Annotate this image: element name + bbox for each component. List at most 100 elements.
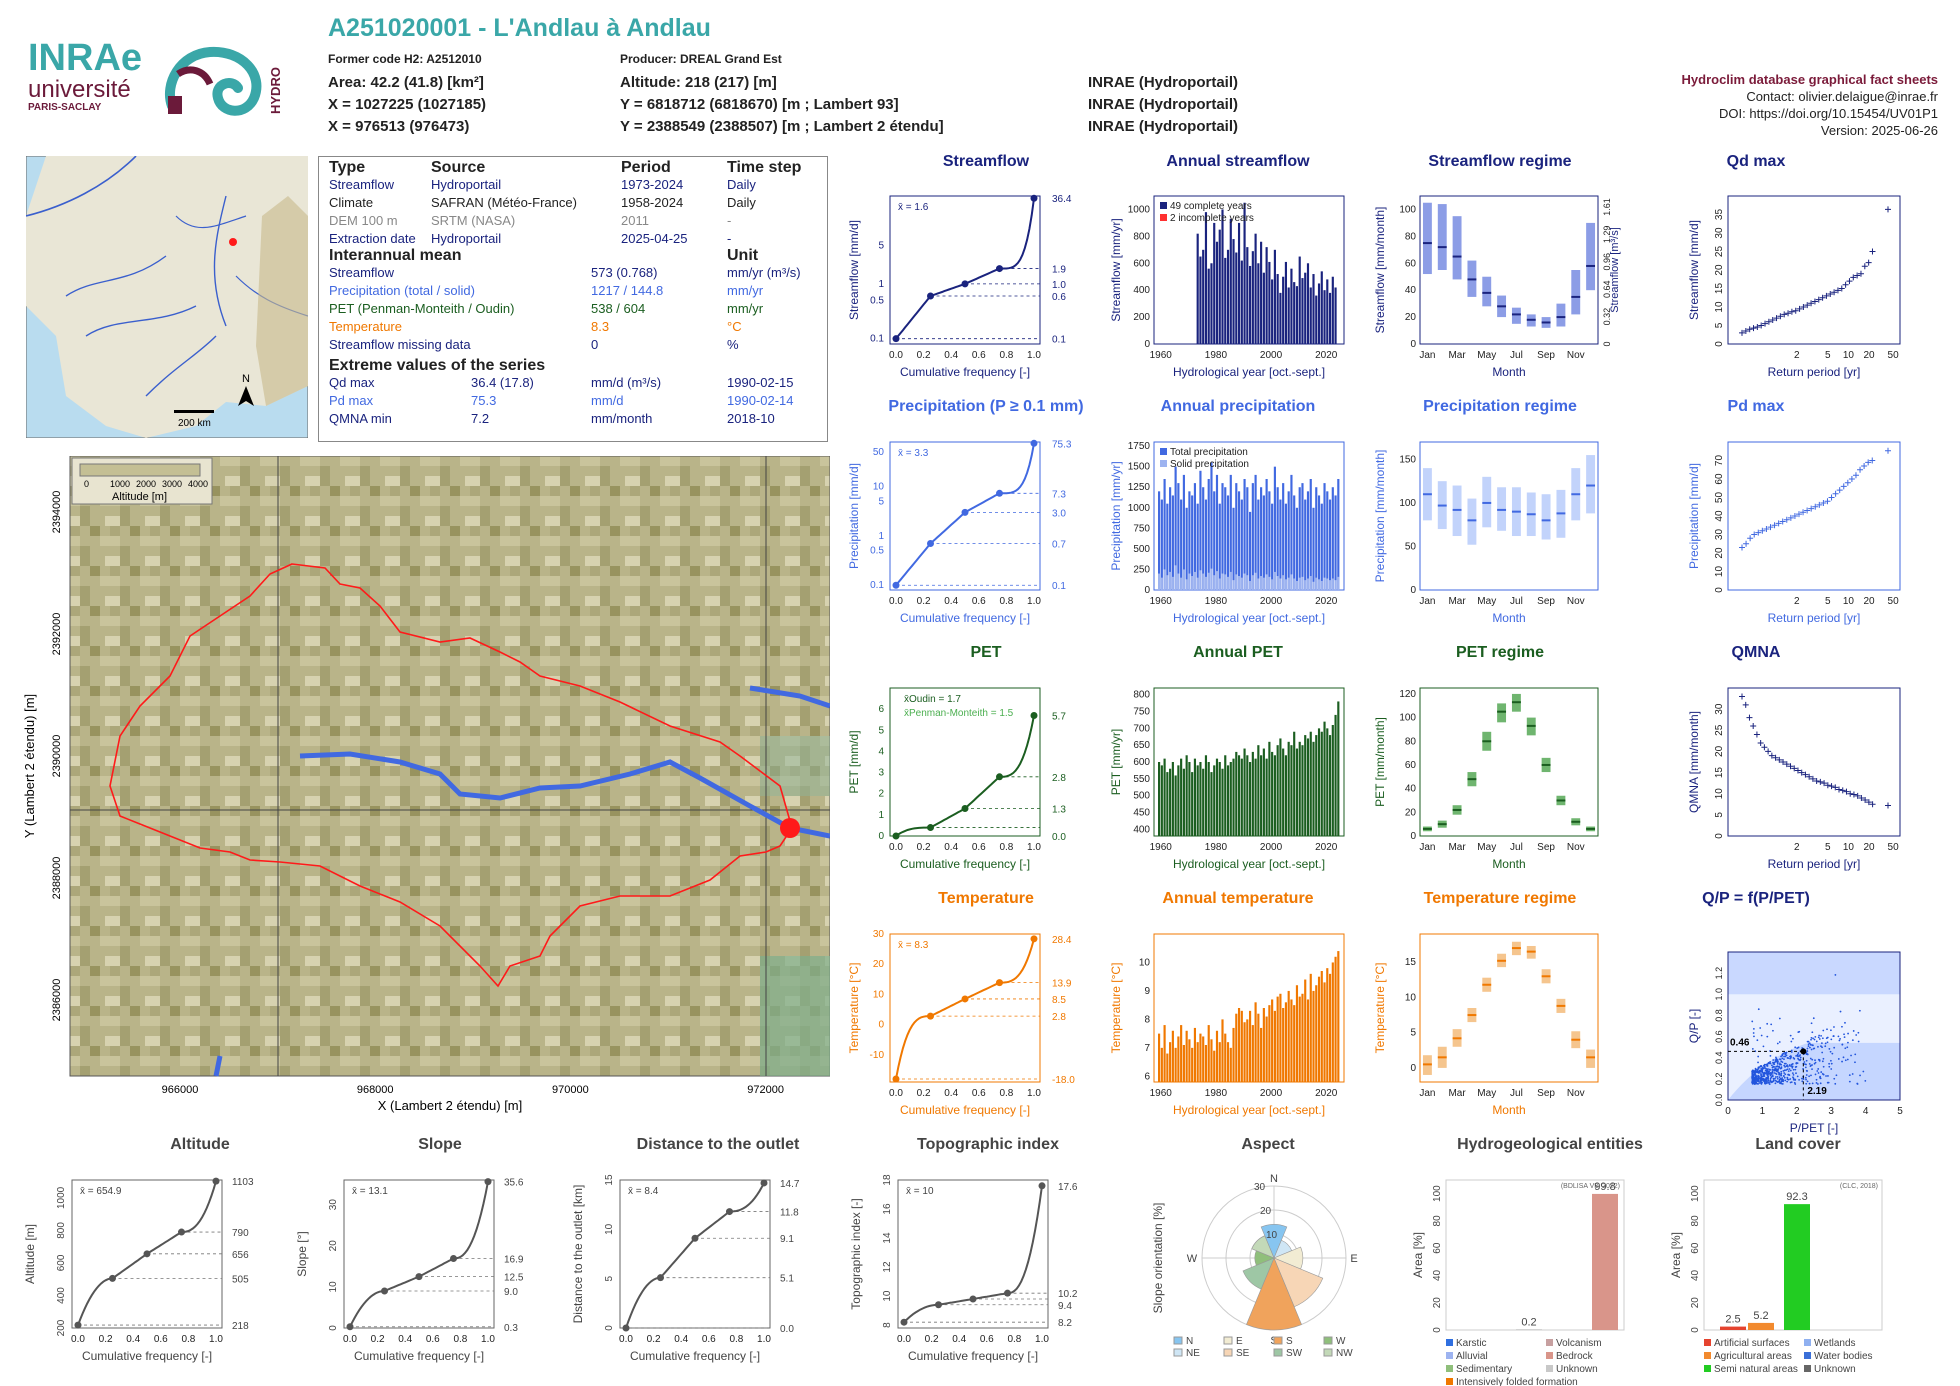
solid-bar bbox=[1334, 580, 1337, 590]
ring-label: 20 bbox=[1260, 1206, 1272, 1217]
annual-bar bbox=[1232, 507, 1235, 590]
annual-bar bbox=[1282, 1008, 1285, 1082]
y-axis-label: Area [%] bbox=[1669, 1232, 1683, 1278]
duration-curve bbox=[895, 715, 1035, 837]
right-tick-label: 0.96 bbox=[1602, 253, 1612, 271]
return-period-point bbox=[1865, 799, 1872, 806]
qp-point bbox=[1763, 1063, 1766, 1066]
return-period-point bbox=[1869, 248, 1876, 255]
quantile-point bbox=[346, 1323, 354, 1331]
legend-label: Volcanism bbox=[1556, 1338, 1602, 1349]
annual-bar bbox=[1188, 491, 1191, 590]
solid-bar bbox=[1287, 577, 1290, 590]
annual-bar bbox=[1249, 265, 1252, 344]
y-tick-label: 80 bbox=[1432, 1215, 1443, 1227]
chart-topo: 17.6 10.29.4 8.2 8 10 12 14 16 18 0.0 0.2 0.4 0.6 0.8… bbox=[849, 1174, 1078, 1363]
altitude-legend-title: Altitude [m] bbox=[112, 491, 167, 503]
y-tick-label: 1750 bbox=[1128, 441, 1151, 452]
left-tick-label: 0 bbox=[604, 1325, 615, 1331]
qp-point bbox=[1753, 1035, 1755, 1038]
map-xlabel: X (Lambert 2 étendu) [m] bbox=[378, 1098, 523, 1113]
duration-curve bbox=[625, 1182, 765, 1329]
y-tick-label: 550 bbox=[1133, 774, 1150, 785]
bar-value-label: 0.2 bbox=[1521, 1317, 1536, 1329]
qp-point bbox=[1762, 1079, 1765, 1082]
left-tick-label: 10 bbox=[873, 482, 885, 493]
extreme-row: Pd max 75.3 mm/d 1990-02-14 bbox=[329, 393, 819, 409]
quantile-point bbox=[74, 1321, 82, 1329]
qp-point bbox=[1819, 1082, 1822, 1085]
y-tick-label: 30 bbox=[1714, 529, 1725, 541]
regime-box bbox=[1571, 270, 1581, 315]
x-tick-label: 0.6 bbox=[972, 1088, 986, 1099]
annual-bar bbox=[1196, 503, 1199, 590]
qp-point bbox=[1859, 1074, 1861, 1077]
qp-point bbox=[1792, 1037, 1794, 1040]
annual-bar bbox=[1295, 507, 1299, 590]
solid-bar bbox=[1169, 571, 1172, 590]
annual-bar bbox=[1334, 956, 1337, 1082]
return-period-point bbox=[1761, 744, 1768, 751]
x-tick-label: 0.4 bbox=[126, 1334, 140, 1345]
y-tick-label: 0.8 bbox=[1714, 1009, 1724, 1022]
annual-bar bbox=[1169, 487, 1172, 590]
return-period-point bbox=[1785, 310, 1792, 317]
quantile-point bbox=[760, 1179, 768, 1187]
panel-title-topo: Topographic index bbox=[917, 1136, 1059, 1153]
left-tick-label: 2 bbox=[878, 789, 884, 800]
quantile-point bbox=[657, 1274, 664, 1282]
bar-value-label: 5.2 bbox=[1753, 1310, 1768, 1322]
qp-point bbox=[1755, 1070, 1758, 1073]
return-period-point bbox=[1739, 693, 1745, 700]
quantile-point bbox=[212, 1177, 220, 1185]
extreme-value: 36.4 (17.8) bbox=[471, 375, 534, 390]
x-tick-label: Mar bbox=[1448, 596, 1466, 607]
annual-bar bbox=[1257, 745, 1260, 836]
qp-point bbox=[1852, 1030, 1855, 1032]
qp-point bbox=[1846, 1046, 1849, 1049]
return-period-point bbox=[1869, 801, 1876, 808]
annual-bar bbox=[1306, 738, 1310, 836]
return-period-point bbox=[1824, 782, 1831, 789]
legend-label: Unknown bbox=[1814, 1364, 1856, 1375]
quantile-point bbox=[961, 280, 969, 288]
qp-point bbox=[1751, 1020, 1754, 1023]
annual-bar bbox=[1171, 1030, 1174, 1082]
annual-bar bbox=[1249, 511, 1252, 590]
return-period-point bbox=[1817, 778, 1824, 785]
chart-pd-max: 2 5 10 20 50 0 10 20 30 40 50 60 70 Return period [yr… bbox=[1687, 441, 1901, 625]
header-type: Type bbox=[329, 159, 366, 176]
legend-swatch bbox=[1273, 1348, 1283, 1357]
annual-bar bbox=[1271, 751, 1274, 836]
left-tick-label: 0.1 bbox=[870, 580, 884, 591]
annual-bar bbox=[1265, 1016, 1268, 1082]
x-tick-label: 20 bbox=[1863, 350, 1875, 361]
return-period-point bbox=[1852, 472, 1859, 479]
x-tick-label: Mar bbox=[1448, 350, 1466, 361]
y-tick-label: 9 bbox=[1144, 986, 1150, 997]
return-period-point bbox=[1765, 748, 1772, 755]
y-tick-label: 700 bbox=[1133, 723, 1150, 734]
y-tick-label: 600 bbox=[1133, 258, 1150, 269]
quantile-point bbox=[996, 265, 1003, 273]
right-tick-label: 5.1 bbox=[780, 1274, 794, 1285]
doi-link[interactable]: DOI: https://doi.org/10.15454/UV01P1 bbox=[1719, 106, 1938, 121]
legend-label: Semi natural areas bbox=[1714, 1364, 1798, 1375]
annual-bar bbox=[1306, 491, 1310, 590]
return-period-point bbox=[1751, 531, 1758, 538]
qp-point bbox=[1835, 1074, 1838, 1077]
legend-swatch bbox=[1704, 1352, 1711, 1359]
right-tick-label: 2.8 bbox=[1052, 1012, 1066, 1023]
annual-bar bbox=[1240, 758, 1243, 836]
legend-label: S bbox=[1286, 1336, 1293, 1347]
annual-bar bbox=[1262, 495, 1265, 590]
qp-point bbox=[1820, 1071, 1823, 1073]
qp-point bbox=[1808, 1042, 1811, 1045]
chart-distance: 14.7 11.8 9.1 5.1 0.0 0 5 10 15 0.0 0.2 0.4 0.6 0.8 1.… bbox=[571, 1174, 800, 1363]
source-3: INRAE (Hydroportail) bbox=[1088, 118, 1238, 135]
left-tick-label: 3 bbox=[878, 768, 884, 779]
qp-point bbox=[1756, 1039, 1759, 1042]
x-tick-label: 5 bbox=[1825, 596, 1831, 607]
y-tick-label: 80 bbox=[1405, 736, 1417, 747]
y-tick-label: 0 bbox=[1714, 587, 1725, 593]
